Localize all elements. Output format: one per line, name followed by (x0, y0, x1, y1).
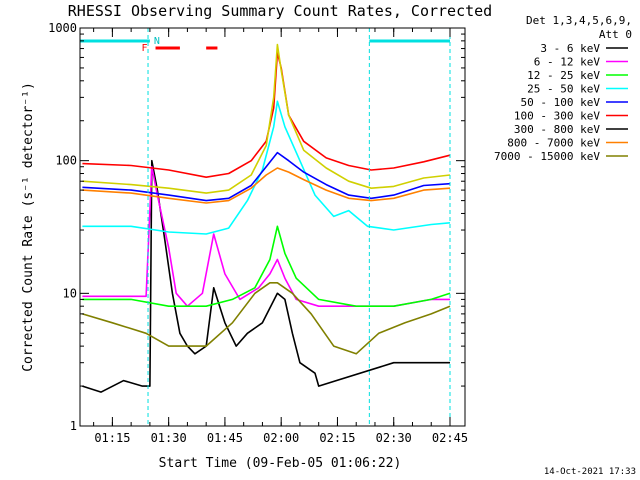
series-line-4 (82, 151, 451, 202)
legend-label: 800 - 7000 keV (507, 137, 600, 150)
series-line-0 (82, 159, 450, 393)
legend-label: 7000 - 15000 keV (494, 150, 600, 163)
y-axis-label: Corrected Count Rate (s⁻¹ detector⁻¹) (21, 82, 36, 372)
legend-label: 12 - 25 keV (527, 69, 600, 82)
x-axis-label: Start Time (09-Feb-05 01:06:22) (159, 456, 402, 471)
y-tick-label: 1000 (48, 21, 77, 35)
series-line-3 (82, 100, 451, 235)
legend-label: 50 - 100 keV (521, 96, 601, 109)
flare-flag-label: F (142, 43, 148, 54)
series-line-8 (82, 281, 451, 355)
y-tick-label: 1 (70, 419, 77, 433)
y-axis: 1 10 100 1000 (48, 21, 465, 433)
series-line-7 (82, 167, 451, 204)
legend-label: 6 - 12 keV (534, 56, 601, 69)
legend-label: 3 - 6 keV (540, 42, 600, 55)
series-line-9 (82, 43, 451, 194)
x-tick-label: 02:00 (263, 431, 299, 445)
legend-header-line-1: Det 1,3,4,5,6,9, (526, 14, 632, 27)
x-tick-label: 02:15 (319, 431, 355, 445)
x-tick-label: 02:30 (376, 431, 412, 445)
y-tick-label: 10 (63, 286, 77, 300)
x-tick-label: 01:15 (94, 431, 130, 445)
legend-header-line-2: Att 0 (599, 28, 632, 41)
legend-label: 25 - 50 keV (527, 83, 600, 96)
timestamp: 14-Oct-2021 17:33 (544, 467, 636, 477)
chart-title: RHESSI Observing Summary Count Rates, Co… (68, 2, 492, 20)
series-line-2 (82, 225, 451, 308)
x-axis: 01:15 01:30 01:45 02:00 02:15 02:30 02:45 (93, 28, 468, 445)
plot-series-group (82, 43, 451, 393)
y-tick-label: 100 (55, 154, 77, 168)
series-line-1 (82, 165, 450, 308)
legend-label: 300 - 800 keV (514, 123, 600, 136)
flag-bars-group: FN (80, 28, 451, 426)
night-flag-label: N (154, 36, 160, 47)
x-tick-label: 02:45 (432, 431, 468, 445)
plot-frame (79, 27, 466, 427)
legend-label: 100 - 300 keV (514, 110, 600, 123)
x-tick-label: 01:30 (151, 431, 187, 445)
x-tick-label: 01:45 (207, 431, 243, 445)
